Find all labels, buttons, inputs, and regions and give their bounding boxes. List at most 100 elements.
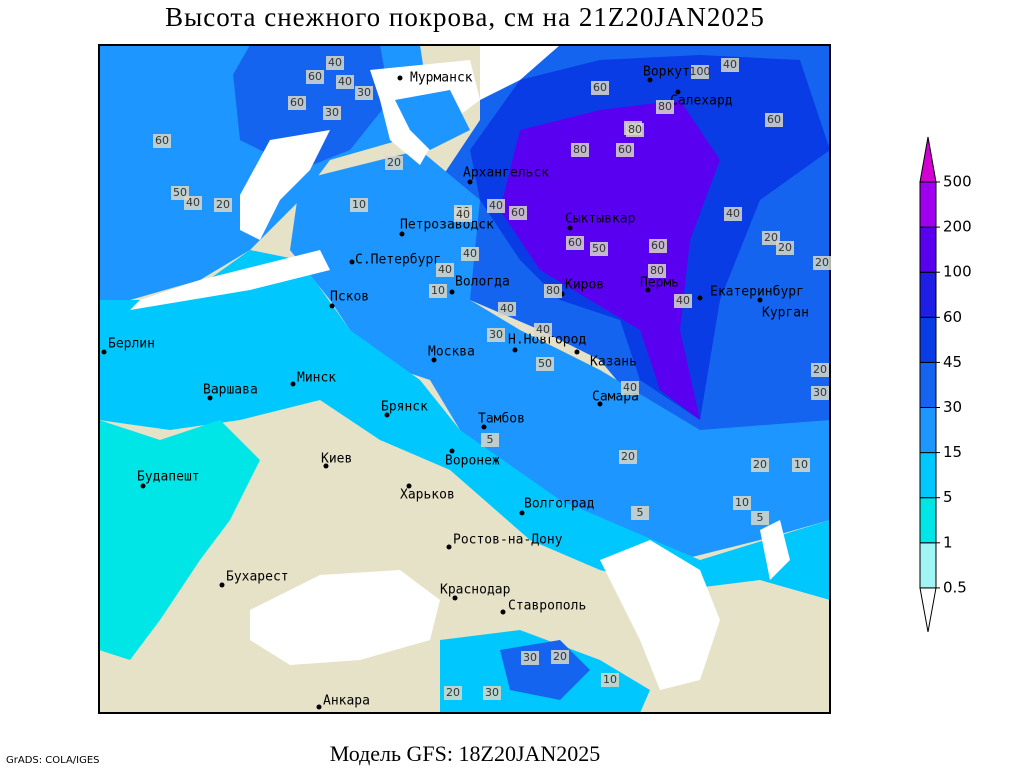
contour-label: 60 bbox=[593, 81, 607, 94]
contour-label-box bbox=[631, 506, 649, 520]
contour-label: 60 bbox=[618, 143, 632, 156]
colorbar-box bbox=[919, 181, 937, 228]
colorbar-box bbox=[919, 452, 937, 499]
city-label: Салехард bbox=[670, 94, 733, 109]
city-dot bbox=[397, 75, 403, 81]
city-label: Пермь bbox=[640, 276, 679, 291]
city-dot bbox=[323, 463, 329, 469]
city-label: Киров bbox=[565, 278, 604, 293]
contour-label-box bbox=[551, 650, 569, 664]
contour-label: 40 bbox=[623, 381, 637, 394]
contour-label-box bbox=[509, 206, 527, 220]
city-label: Екатеринбург bbox=[710, 285, 804, 300]
city-dot bbox=[645, 287, 651, 293]
contour-label: 40 bbox=[456, 208, 470, 221]
contour-label: 5 bbox=[487, 433, 494, 446]
contour-label: 60 bbox=[767, 113, 781, 126]
city-dot bbox=[446, 544, 452, 550]
contour-label-box bbox=[483, 686, 501, 700]
colorbar-box bbox=[919, 497, 937, 544]
title: Высота снежного покрова, см на 21Z20JAN2… bbox=[165, 2, 765, 32]
contour-label-box bbox=[306, 70, 324, 84]
contour-label-box bbox=[571, 143, 589, 157]
contour-label-box bbox=[616, 143, 634, 157]
contour-label: 30 bbox=[813, 386, 827, 399]
contour-label: 5 bbox=[637, 506, 644, 519]
credit: GrADS: COLA/IGES bbox=[6, 755, 100, 766]
colorbar-box bbox=[919, 361, 937, 408]
city-label: Курган bbox=[762, 306, 809, 321]
colorbar-label: 30 bbox=[943, 398, 962, 416]
contour-label: 40 bbox=[536, 323, 550, 336]
city-label: Анкара bbox=[323, 694, 370, 709]
contour-label: 30 bbox=[485, 686, 499, 699]
contour-label-box bbox=[648, 264, 666, 278]
city-dot bbox=[500, 609, 506, 615]
city-label: Брянск bbox=[381, 400, 428, 415]
city-label: Мурманск bbox=[410, 71, 473, 86]
city-label: Петрозаводск bbox=[400, 218, 494, 233]
city-label: Бухарест bbox=[226, 570, 289, 585]
city-label: Волгоград bbox=[524, 497, 595, 512]
contour-label-box bbox=[751, 458, 769, 472]
contour-label: 20 bbox=[621, 450, 635, 463]
city-label: Сыктывкар bbox=[565, 212, 636, 227]
contour-label-box bbox=[544, 284, 562, 298]
city-dot bbox=[316, 704, 322, 710]
city-dot bbox=[449, 448, 455, 454]
contour-label-box bbox=[724, 207, 742, 221]
contour-label-box bbox=[811, 386, 829, 400]
contour-label: 60 bbox=[651, 239, 665, 252]
contour-label-box bbox=[656, 100, 674, 114]
contour-label-box bbox=[591, 81, 609, 95]
subtitle: Модель GFS: 18Z20JAN2025 bbox=[330, 741, 601, 766]
colorbar-box bbox=[919, 271, 937, 318]
contour-label-box bbox=[691, 65, 709, 79]
city-label: Будапешт bbox=[137, 470, 200, 485]
city-label: Ставрополь bbox=[508, 599, 586, 614]
contour-label: 10 bbox=[735, 496, 749, 509]
contour-label-box bbox=[481, 433, 499, 447]
map-frame bbox=[98, 44, 831, 714]
contour-label: 40 bbox=[463, 247, 477, 260]
contour-label-box bbox=[534, 323, 552, 337]
contour-label: 60 bbox=[308, 70, 322, 83]
contour-label: 20 bbox=[778, 241, 792, 254]
contour-label: 10 bbox=[431, 284, 445, 297]
contour-label-box bbox=[590, 242, 608, 256]
contour-label: 20 bbox=[815, 256, 829, 269]
contour-label-box bbox=[674, 294, 692, 308]
contour-label-box bbox=[765, 113, 783, 127]
contour-label: 20 bbox=[753, 458, 767, 471]
contour-label: 40 bbox=[438, 263, 452, 276]
city-dot bbox=[406, 483, 412, 489]
contour-label-box bbox=[487, 199, 505, 213]
map bbox=[99, 45, 830, 713]
contour-label: 60 bbox=[290, 96, 304, 109]
city-dot bbox=[329, 303, 335, 309]
contour-label-box bbox=[792, 458, 810, 472]
contour-label-box bbox=[326, 56, 344, 70]
contour-label: 20 bbox=[764, 231, 778, 244]
city-dot bbox=[219, 582, 225, 588]
city-label: Н.Новгород bbox=[508, 333, 586, 348]
city-dot bbox=[597, 401, 603, 407]
contour-label: 80 bbox=[658, 100, 672, 113]
contour-label: 30 bbox=[325, 106, 339, 119]
colorbar-label: 60 bbox=[943, 308, 962, 326]
city-label: Москва bbox=[428, 345, 475, 360]
contour-label: 5 bbox=[757, 511, 764, 524]
city-dot bbox=[449, 289, 455, 295]
cities: Мурманск Архангельск Воркута Салехард Сыктыв… bbox=[101, 65, 809, 710]
contour-label-box bbox=[288, 96, 306, 110]
colorbar-label: 200 bbox=[943, 218, 972, 236]
contour-label: 80 bbox=[628, 123, 642, 136]
contour-label-box bbox=[355, 86, 373, 100]
city-label: С.Петербург bbox=[355, 253, 441, 268]
contour-label-box bbox=[536, 357, 554, 371]
city-dot bbox=[399, 231, 405, 237]
city-dot bbox=[697, 295, 703, 301]
city-dot bbox=[675, 89, 681, 95]
